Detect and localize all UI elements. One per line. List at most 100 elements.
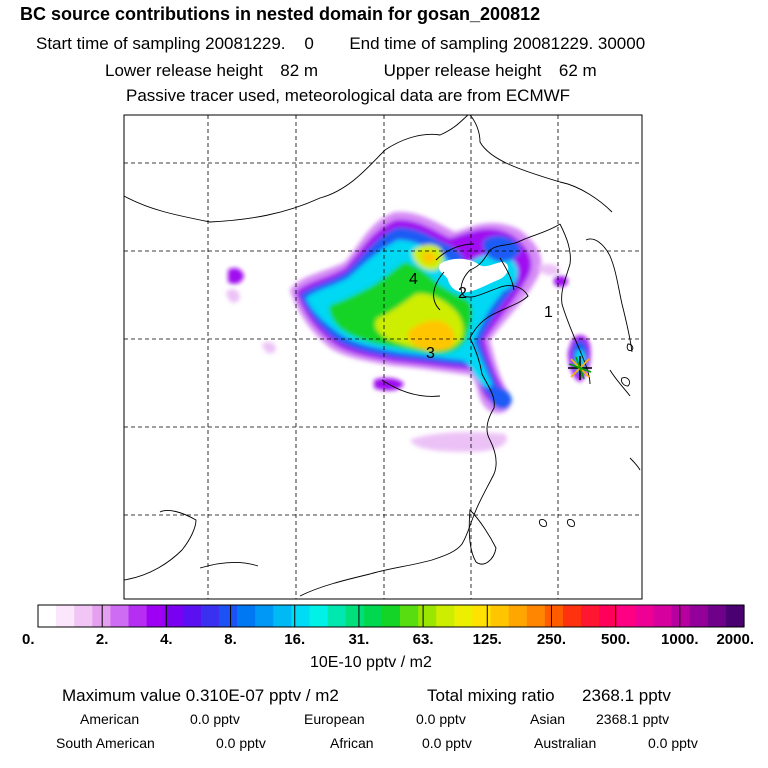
max-value-line: Maximum value 0.310E-07 pptv / m2	[62, 686, 339, 706]
marker-2: 2	[458, 285, 467, 302]
colorbar-swatch	[490, 605, 510, 627]
colorbar-swatch	[309, 605, 329, 627]
total-value: 2368.1 pptv	[582, 686, 671, 705]
start-label: Start time of sampling	[36, 34, 201, 53]
region-european-value: 0.0 pptv	[416, 711, 466, 727]
colorbar-tick-label: 0.	[22, 631, 35, 648]
colorbar-swatch	[200, 605, 220, 627]
colorbar-swatch	[599, 605, 618, 627]
colorbar-swatch	[472, 605, 492, 627]
lower-label: Lower release height	[105, 61, 263, 80]
colorbar-swatch	[725, 605, 745, 627]
region-asian-value: 2368.1 pptv	[596, 711, 670, 727]
colorbar-swatch	[544, 605, 564, 627]
colorbar-swatch	[92, 605, 112, 627]
colorbar-swatch	[671, 605, 691, 627]
end-value: 20081229. 30000	[512, 34, 646, 53]
colorbar-tick-label: 125.	[473, 631, 502, 648]
region-southamerican-value: 0.0 pptv	[216, 735, 266, 751]
plume-faint-1	[410, 432, 507, 452]
end-label: End time of sampling	[349, 34, 509, 53]
colorbar-swatch	[327, 605, 347, 627]
colorbar-tick-label: 2000.	[716, 631, 754, 648]
colorbar-tick-label: 63.	[413, 631, 434, 648]
plume-shanghai	[489, 386, 512, 410]
region-american-value: 0.0 pptv	[190, 711, 240, 727]
max-value: 0.310E-07 pptv / m2	[185, 686, 339, 705]
colorbar-swatch	[635, 605, 655, 627]
colorbar-swatch	[146, 605, 166, 627]
marker-3: 3	[426, 345, 435, 362]
colorbar-swatch	[436, 605, 455, 627]
release-heights: Lower release height 82 m Upper release …	[105, 61, 597, 81]
upper-label: Upper release height	[383, 61, 542, 80]
colorbar-swatch	[526, 605, 546, 627]
colorbar-swatch	[237, 605, 256, 627]
colorbar-swatch	[128, 605, 148, 627]
colorbar-swatch	[689, 605, 709, 627]
bohai-sea	[439, 258, 509, 293]
region-european-label: European	[304, 711, 365, 727]
coastlines	[124, 115, 641, 597]
plume-faint-2	[262, 342, 276, 354]
colorbar-swatch	[164, 605, 184, 627]
plume-west-spot	[228, 268, 244, 284]
colorbar-swatch	[381, 605, 401, 627]
colorbar-swatch	[255, 605, 274, 627]
marker-4: 4	[409, 271, 418, 288]
chart-title: BC source contributions in nested domain…	[20, 4, 541, 24]
colorbar-tick-label: 8.	[224, 631, 237, 648]
lower-value: 82 m	[280, 61, 319, 80]
plume-core	[407, 320, 455, 351]
grid-lines	[124, 115, 642, 599]
colorbar-swatch	[273, 605, 293, 627]
sampling-times: Start time of sampling 20081229. 0 End t…	[36, 34, 645, 54]
colorbar-swatch	[581, 605, 600, 627]
receptor-star-icon	[568, 356, 592, 380]
colorbar	[37, 604, 745, 628]
colorbar-swatch	[345, 605, 365, 627]
region-australian-label: Australian	[534, 735, 597, 751]
colorbar-swatch	[653, 605, 673, 627]
colorbar-swatch	[363, 605, 383, 627]
colorbar-tick-label: 250.	[537, 631, 566, 648]
start-value: 20081229. 0	[205, 34, 314, 53]
colorbar-frame	[37, 604, 745, 628]
colorbar-swatch	[707, 605, 727, 627]
colorbar-swatch	[291, 605, 311, 627]
colorbar-swatch	[454, 605, 474, 627]
region-southamerican-label: South American	[56, 735, 155, 751]
region-australian-value: 0.0 pptv	[648, 735, 698, 751]
colorbar-swatch	[508, 605, 528, 627]
region-american-label: American	[80, 711, 140, 727]
colorbar-swatch	[110, 605, 130, 627]
colorbar-tick-label: 2.	[96, 631, 109, 648]
plume-korea-north-spot	[554, 275, 568, 287]
max-label: Maximum value	[62, 686, 182, 705]
colorbar-tick-label: 1000.	[661, 631, 699, 648]
tracer-note: Passive tracer used, meteorological data…	[126, 86, 571, 105]
colorbar-tick-label: 500.	[601, 631, 630, 648]
plume-faint-3	[226, 289, 240, 303]
colorbar-swatch	[219, 605, 238, 627]
total-line: Total mixing ratio 2368.1 pptv	[427, 686, 671, 706]
colorbar-swatch	[562, 605, 582, 627]
colorbar-swatch	[617, 605, 636, 627]
region-asian-label: Asian	[530, 711, 566, 727]
upper-value: 62 m	[558, 61, 597, 80]
marker-1: 1	[544, 304, 553, 321]
colorbar-swatch	[418, 605, 437, 627]
region-african-label: African	[330, 735, 374, 751]
plume-liaoning	[482, 235, 521, 262]
colorbar-swatch	[74, 605, 93, 627]
region-african-value: 0.0 pptv	[422, 735, 472, 751]
colorbar-units: 10E-10 pptv / m2	[310, 654, 432, 671]
colorbar-tick-label: 16.	[284, 631, 305, 648]
colorbar-swatch	[56, 605, 75, 627]
colorbar-swatch	[400, 605, 419, 627]
plume-north-core	[422, 251, 436, 264]
total-label: Total mixing ratio	[427, 686, 555, 705]
colorbar-swatch	[182, 605, 202, 627]
colorbar-tick-label: 31.	[348, 631, 369, 648]
